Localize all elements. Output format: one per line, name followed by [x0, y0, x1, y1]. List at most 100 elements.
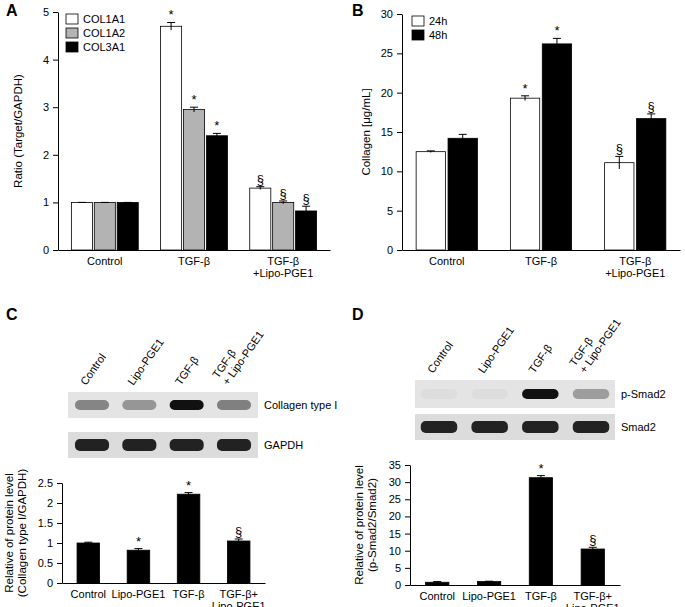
significance-mark: § [235, 524, 242, 539]
error-bar-cap [427, 150, 435, 151]
tick-mark [53, 12, 58, 13]
legend-entry: 24h [429, 15, 447, 27]
tick-mark [397, 93, 402, 94]
y-axis: 05101520253035 [389, 459, 411, 591]
loading-band [217, 439, 251, 451]
tick-label: 0.5 [38, 557, 53, 569]
bar [250, 188, 271, 250]
tick-label: Control [429, 255, 464, 267]
tick-label: TGF-β [525, 590, 557, 602]
significance-mark: § [257, 172, 264, 187]
bar [637, 119, 666, 250]
tick-mark [405, 516, 410, 517]
tick: 0 [47, 577, 62, 589]
tick-mark [405, 534, 410, 535]
tick-mark [53, 202, 58, 203]
panel: D05101520253035ControlLipo-PGE1TGF-βTGF-… [352, 306, 666, 607]
error-bar [553, 38, 561, 49]
error-bar-stem [171, 22, 172, 30]
tick-label: 35 [389, 459, 401, 471]
plot-marks [71, 22, 316, 250]
x-axis: Control TGF-β TGF-β+Lipo-PGE1 [403, 251, 681, 280]
error-bar [185, 493, 193, 496]
error-bar [459, 134, 467, 142]
tick-label: 1 [47, 537, 53, 549]
significance-mark: * [169, 7, 174, 22]
axis-line [58, 13, 59, 251]
western-blot: p-Smad2Smad2ControlLipo-PGE1TGF-βTGF-β+ … [415, 309, 666, 440]
tick-mark [53, 107, 58, 108]
tick: 3 [43, 101, 58, 113]
error-bar [589, 547, 597, 550]
error-bar-cap [124, 202, 132, 203]
error-bar [84, 542, 92, 544]
tick-label: 25 [381, 47, 393, 59]
tick-label: TGF-β+Lipo-PGE1 [253, 255, 313, 280]
error-bar [615, 156, 623, 169]
significance-mark: § [280, 186, 287, 201]
loading-band [471, 421, 507, 433]
band-label: GAPDH [264, 439, 303, 451]
bar [183, 110, 204, 250]
plot-marks [416, 38, 666, 250]
error-bar-cap [84, 542, 92, 543]
band-label: Collagen type I [264, 399, 337, 411]
tick-label: 5 [43, 6, 49, 18]
tick-label: Lipo-PGE1 [112, 588, 166, 600]
significance-mark: § [302, 191, 309, 206]
legend-swatch [412, 16, 424, 26]
tick-label: Lipo-PGE1 [462, 590, 516, 602]
tick-label: 2.5 [38, 477, 53, 489]
tick-mark [57, 563, 62, 564]
tick-label: 15 [381, 126, 393, 138]
x-axis: ControlLipo-PGE1TGF-βTGF-β+Lipo-PGE1 [63, 584, 266, 607]
legend: COL1A1COL1A2COL3A1 [66, 13, 125, 53]
tick: 20 [381, 87, 402, 99]
tick-mark [57, 523, 62, 524]
blot-strip [68, 432, 258, 458]
tick-mark [57, 483, 62, 484]
tick-label: Control [71, 588, 106, 600]
panel-label: D [352, 306, 364, 323]
lane-label: Control [425, 339, 455, 375]
tick: TGF-β [525, 590, 557, 602]
plot-marks [77, 493, 250, 583]
tick-label: TGF-β+Lipo-PGE1 [605, 255, 665, 280]
tick: 2 [43, 149, 58, 161]
tick-label: 15 [389, 528, 401, 540]
error-bar-cap [101, 202, 109, 203]
tick: Lipo-PGE1 [462, 590, 516, 602]
tick: 0 [43, 244, 58, 256]
error-bar [124, 202, 132, 203]
tick: 20 [389, 510, 410, 522]
tick: TGF-β+Lipo-PGE1 [566, 590, 620, 607]
error-bar [279, 201, 287, 204]
tick-label: TGF-β [178, 255, 210, 267]
bar [77, 543, 100, 583]
error-bar-cap [433, 581, 441, 582]
blot-band [421, 389, 457, 399]
error-bar-stem [619, 156, 620, 169]
legend-entry: COL3A1 [83, 41, 125, 53]
plot-marks [426, 476, 605, 585]
lane-label: TGF-β [172, 354, 200, 387]
tick: TGF-β [178, 255, 210, 267]
bar [426, 582, 449, 585]
loading-band [573, 421, 609, 433]
loading-band [170, 439, 204, 451]
tick: Control [71, 588, 106, 600]
error-bar [485, 581, 493, 583]
error-bar-cap [78, 202, 86, 203]
tick-label: Control [87, 255, 122, 267]
bar [127, 550, 150, 583]
y-axis-title: Relative of protein level(p-Smad2/Smad2) [353, 465, 378, 585]
loading-band [122, 439, 156, 451]
panel: B051015202530ControlTGF-βTGF-β+Lipo-PGE1… [352, 2, 681, 279]
tick: 15 [381, 126, 402, 138]
tick-mark [405, 465, 410, 466]
tick: 4 [43, 54, 58, 66]
tick-label: 0 [395, 579, 401, 591]
panel-label: B [352, 2, 364, 19]
tick-label: TGF-β [525, 255, 557, 267]
band-label: p-Smad2 [621, 388, 666, 400]
